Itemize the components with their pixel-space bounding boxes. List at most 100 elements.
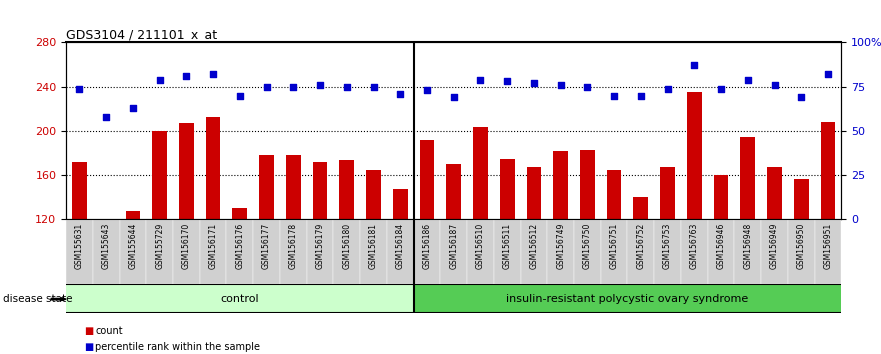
Point (260, 84, 274, 90)
Bar (574, 219, 601, 285)
Bar (200, 219, 226, 285)
Text: GSM156752: GSM156752 (636, 223, 646, 269)
Point (741, 77, 755, 82)
Bar (93, 219, 120, 285)
Text: control: control (220, 294, 259, 304)
Bar (527, 167, 541, 219)
Bar (387, 219, 413, 285)
Text: GSM156510: GSM156510 (476, 223, 485, 269)
Bar (233, 209, 248, 219)
Bar (761, 219, 788, 285)
Text: ■: ■ (84, 326, 93, 336)
Bar (607, 170, 621, 219)
Point (393, 91, 407, 97)
Bar (206, 116, 220, 219)
Bar (547, 219, 574, 285)
Bar (307, 219, 333, 285)
Bar (120, 219, 146, 285)
Text: disease state: disease state (3, 294, 72, 304)
Point (581, 84, 595, 90)
Text: GSM155643: GSM155643 (101, 223, 111, 269)
Bar (788, 219, 815, 285)
Text: GDS3104 / 211101_x_at: GDS3104 / 211101_x_at (66, 28, 218, 41)
Bar (280, 219, 307, 285)
Bar (633, 197, 648, 219)
Point (633, 93, 648, 98)
Point (100, 114, 114, 120)
Bar (767, 167, 781, 219)
Bar (580, 150, 595, 219)
Text: GSM156763: GSM156763 (690, 223, 699, 269)
Text: GSM155631: GSM155631 (75, 223, 84, 269)
Bar (393, 188, 408, 219)
Text: count: count (95, 326, 122, 336)
Point (126, 105, 140, 111)
Point (794, 95, 808, 100)
Point (473, 77, 487, 82)
Text: GSM155729: GSM155729 (155, 223, 164, 269)
Text: GSM156951: GSM156951 (824, 223, 833, 269)
Point (447, 95, 461, 100)
Text: insulin-resistant polycystic ovary syndrome: insulin-resistant polycystic ovary syndr… (507, 294, 749, 304)
Bar (687, 92, 701, 219)
Bar (253, 219, 280, 285)
Point (714, 86, 728, 91)
Bar (126, 211, 140, 219)
Bar (794, 178, 809, 219)
Text: GSM156946: GSM156946 (716, 223, 726, 269)
Bar (413, 219, 440, 285)
Text: GSM156949: GSM156949 (770, 223, 779, 269)
Point (553, 82, 567, 88)
Text: GSM156176: GSM156176 (235, 223, 244, 269)
Point (313, 82, 327, 88)
Bar (473, 126, 488, 219)
Point (180, 73, 194, 79)
Point (340, 84, 354, 90)
Point (420, 87, 434, 93)
Bar (66, 219, 93, 285)
Point (661, 86, 675, 91)
Bar (339, 160, 354, 219)
Bar (500, 159, 515, 219)
Text: GSM156177: GSM156177 (262, 223, 271, 269)
Text: GSM156948: GSM156948 (744, 223, 752, 269)
Point (72, 86, 86, 91)
Text: GSM156749: GSM156749 (556, 223, 565, 269)
Bar (313, 162, 328, 219)
Text: GSM156170: GSM156170 (181, 223, 191, 269)
Point (206, 72, 220, 77)
Text: percentile rank within the sample: percentile rank within the sample (95, 342, 260, 352)
Bar (467, 219, 494, 285)
Bar (601, 219, 627, 285)
Text: GSM156184: GSM156184 (396, 223, 404, 269)
Text: GSM156950: GSM156950 (796, 223, 806, 269)
Text: GSM156512: GSM156512 (529, 223, 538, 269)
Bar (286, 155, 300, 219)
Text: GSM156171: GSM156171 (209, 223, 218, 269)
Point (527, 80, 541, 86)
Text: GSM156751: GSM156751 (610, 223, 618, 269)
Bar (146, 219, 173, 285)
Point (821, 72, 835, 77)
Text: GSM155644: GSM155644 (129, 223, 137, 269)
Bar (553, 151, 568, 219)
Text: GSM156181: GSM156181 (369, 223, 378, 269)
Bar (660, 167, 675, 219)
Bar (179, 123, 194, 219)
Bar (735, 219, 761, 285)
Bar (740, 137, 755, 219)
Point (233, 93, 247, 98)
Bar (66, 284, 413, 313)
Text: GSM156180: GSM156180 (343, 223, 352, 269)
Bar (259, 155, 274, 219)
Point (152, 77, 167, 82)
Point (286, 84, 300, 90)
Text: GSM156750: GSM156750 (583, 223, 592, 269)
Bar (333, 219, 360, 285)
Bar (707, 219, 735, 285)
Bar (815, 219, 841, 285)
Bar (494, 219, 521, 285)
Point (500, 79, 515, 84)
Text: GSM156187: GSM156187 (449, 223, 458, 269)
Bar (419, 140, 434, 219)
